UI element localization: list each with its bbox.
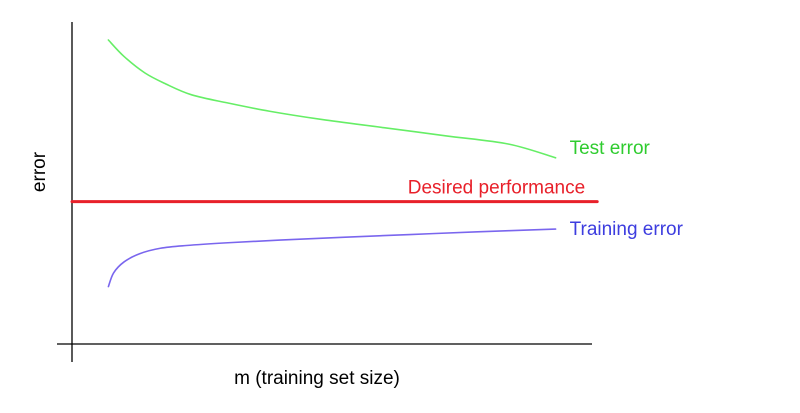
test-error-label: Test error [570, 138, 651, 159]
training-error-line [107, 228, 557, 288]
y-axis-label: error [29, 151, 50, 192]
series-layer: Test error Training error Desired performa… [70, 39, 684, 288]
training-error-label: Training error [570, 219, 684, 240]
x-axis-label: m (training set size) [234, 368, 400, 389]
desired-performance-label: Desired performance [408, 178, 585, 199]
test-error-line [107, 39, 557, 159]
